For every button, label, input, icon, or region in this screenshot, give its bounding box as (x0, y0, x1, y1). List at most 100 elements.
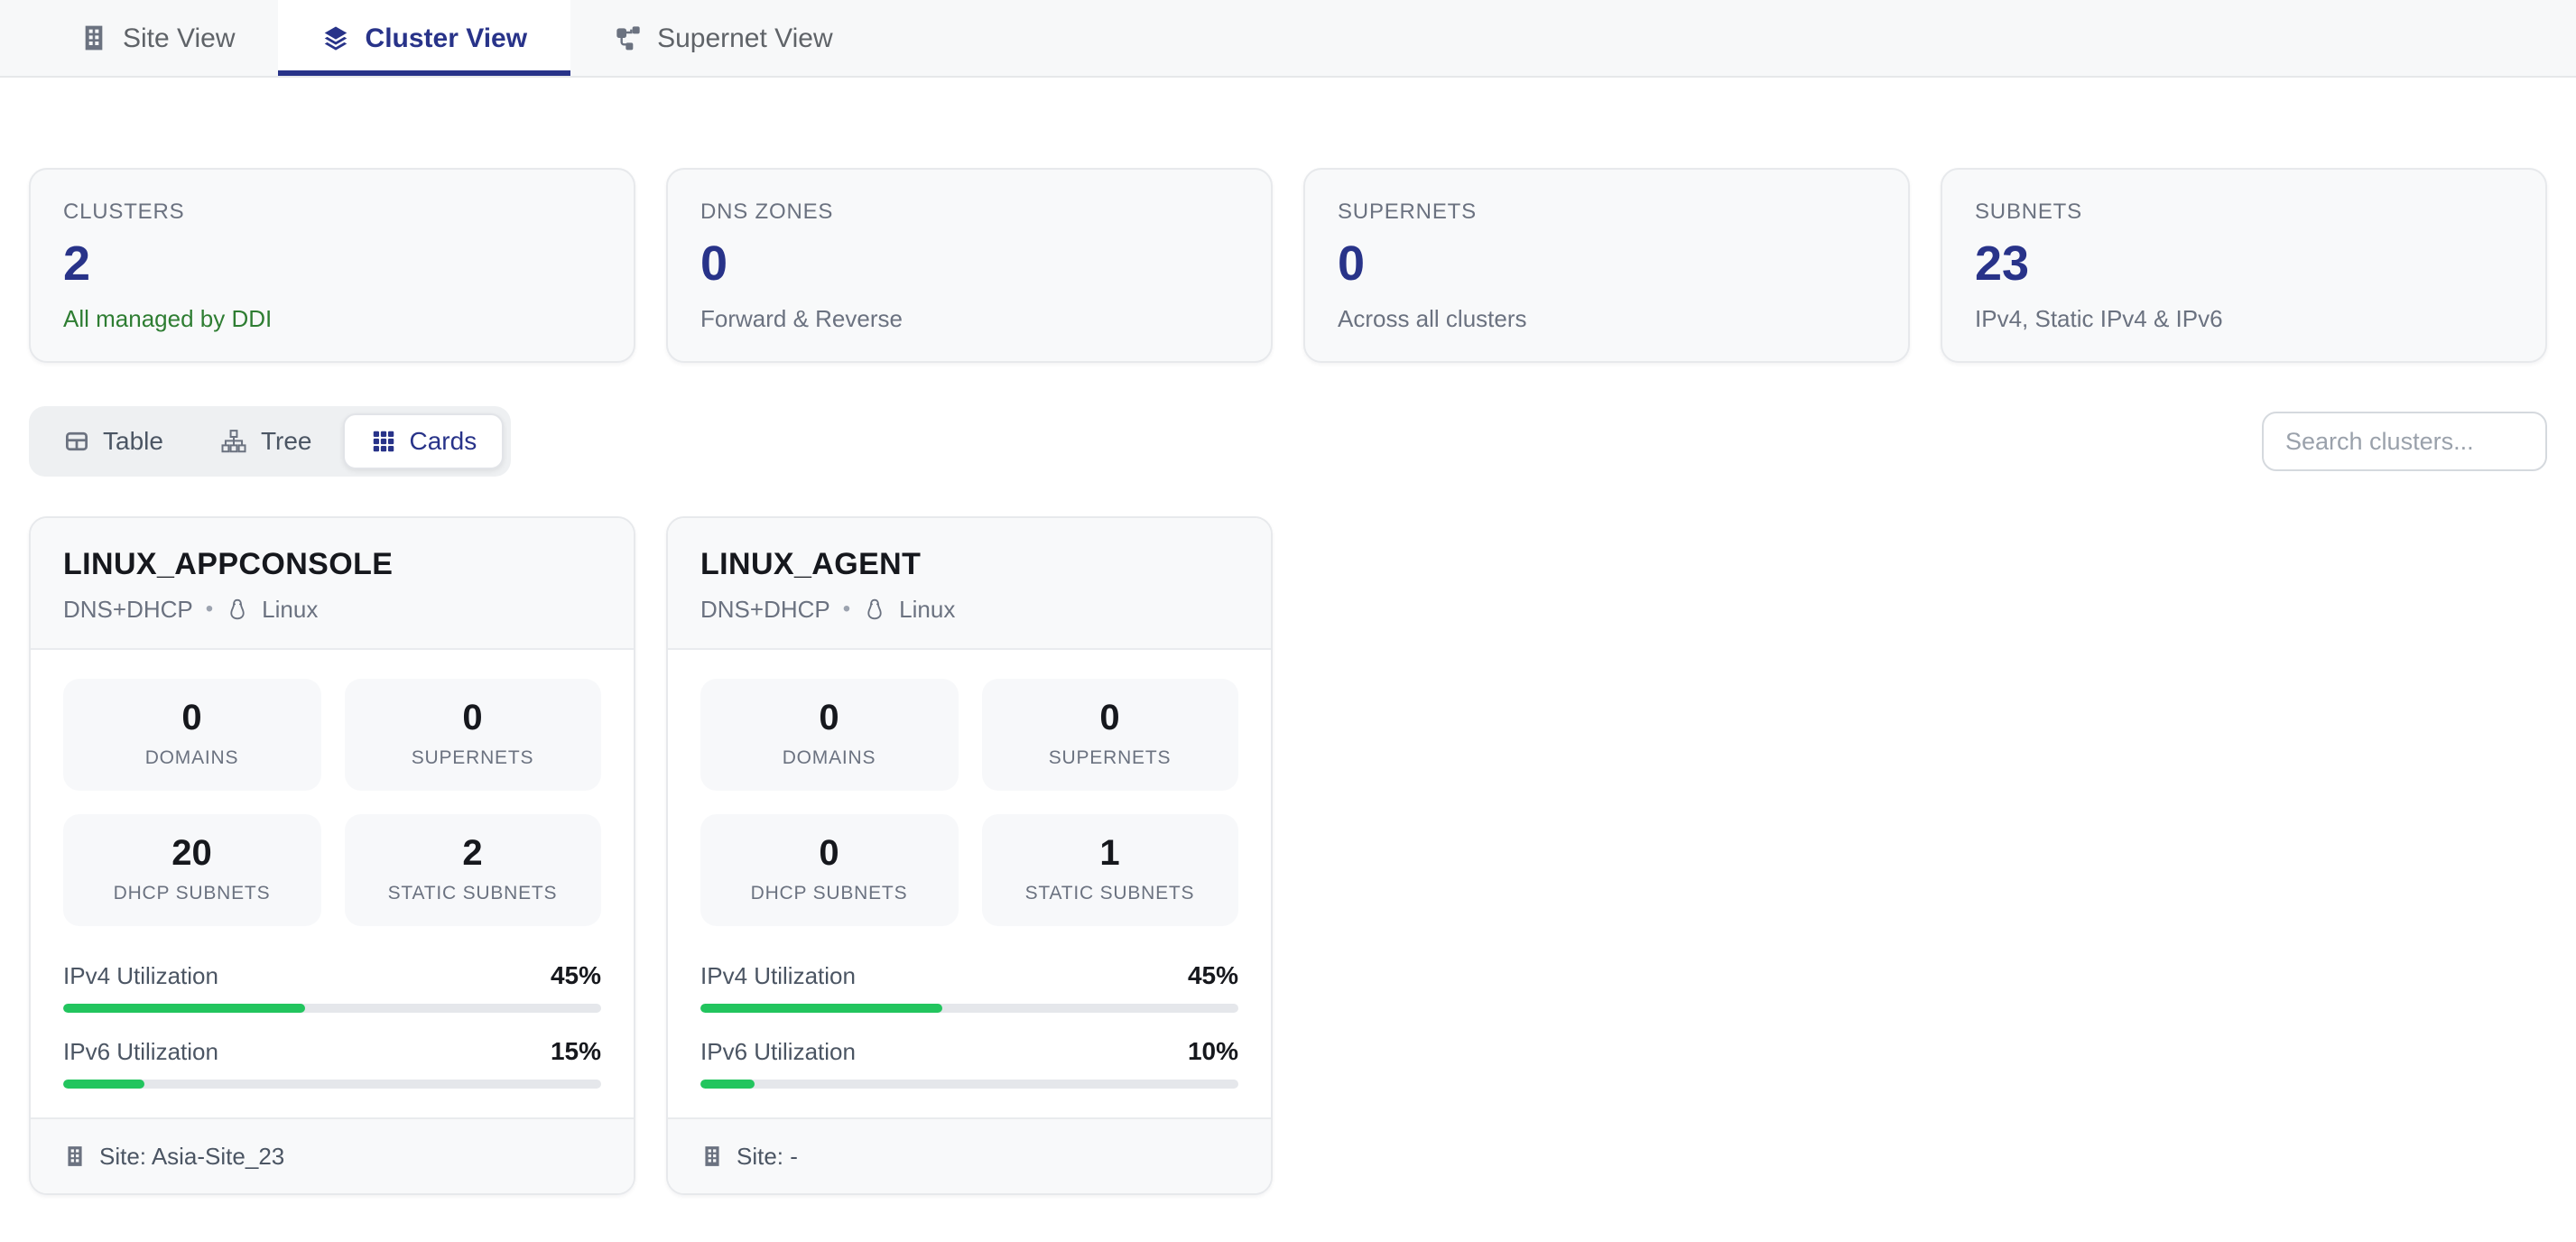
cluster-stats-grid: 0 DOMAINS 0 SUPERNETS 0 DHCP SUBNETS 1 (700, 678, 1238, 926)
view-mode-toggle: Table Tree (29, 406, 512, 477)
stat-label: DHCP SUBNETS (750, 882, 908, 904)
tab-cluster-view[interactable]: Cluster View (278, 0, 571, 76)
summary-card-subtext: All managed by DDI (63, 305, 273, 332)
network-icon (614, 23, 643, 52)
layers-icon (322, 23, 351, 52)
progress-track (63, 1003, 601, 1013)
view-tabbar: Site View Cluster View Supe (0, 0, 2576, 78)
tree-icon (221, 428, 248, 455)
progress-track (700, 1003, 1238, 1013)
controls-row: Table Tree (29, 406, 2547, 477)
progress-track (700, 1079, 1238, 1089)
stat-label: SUPERNETS (1048, 746, 1172, 769)
stat-label: DOMAINS (144, 746, 239, 769)
tab-label: Site View (123, 23, 236, 53)
stat-value: 0 (819, 698, 839, 738)
stat-value: 1 (1099, 833, 1120, 874)
stat-box-supernets: 0 SUPERNETS (981, 678, 1238, 791)
utilization-section: IPv4 Utilization 45% IPv6 Utilization 15… (63, 960, 601, 1089)
cluster-card-linux-appconsole[interactable]: LINUX_APPCONSOLE DNS+DHCP • Linux (29, 515, 635, 1195)
tab-supernet-view[interactable]: Supernet View (570, 0, 876, 76)
stat-value: 0 (1099, 698, 1120, 738)
stat-label: SUPERNETS (411, 746, 534, 769)
summary-card-label: SUPERNETS (1338, 199, 1477, 224)
utilization-label: IPv4 Utilization (700, 961, 856, 989)
table-icon (63, 428, 90, 455)
cluster-name: LINUX_APPCONSOLE (63, 546, 394, 581)
summary-card-clusters: CLUSTERS 2 All managed by DDI (29, 168, 635, 363)
progress-fill (63, 1003, 306, 1013)
building-icon (700, 1145, 724, 1168)
cluster-card-footer: Site: Asia-Site_23 (31, 1117, 634, 1193)
dot-separator: • (205, 596, 214, 622)
cluster-meta: DNS+DHCP • Linux (63, 596, 601, 623)
building-icon (63, 1145, 87, 1168)
summary-card-value: 0 (1338, 236, 1366, 291)
dot-separator: • (842, 596, 851, 622)
utilization-ipv4: IPv4 Utilization 45% (700, 960, 1238, 1013)
stat-box-supernets: 0 SUPERNETS (344, 678, 601, 791)
summary-card-label: DNS ZONES (700, 199, 834, 224)
progress-fill (700, 1003, 943, 1013)
stat-value: 0 (462, 698, 483, 738)
summary-card-subnets: SUBNETS 23 IPv4, Static IPv4 & IPv6 (1941, 168, 2547, 363)
view-mode-label: Cards (409, 426, 477, 455)
cluster-card-linux-agent[interactable]: LINUX_AGENT DNS+DHCP • Linux (666, 515, 1273, 1195)
summary-card-value: 2 (63, 236, 91, 291)
view-mode-table-button[interactable]: Table (36, 413, 190, 469)
summary-card-subtext: IPv4, Static IPv4 & IPv6 (1975, 305, 2223, 332)
penguin-icon (863, 598, 886, 621)
stat-value: 20 (171, 833, 212, 874)
cluster-card-header: LINUX_APPCONSOLE DNS+DHCP • Linux (31, 517, 634, 648)
utilization-value: 45% (550, 959, 601, 989)
utilization-value: 10% (1187, 1035, 1238, 1065)
cluster-meta: DNS+DHCP • Linux (700, 596, 1238, 623)
utilization-section: IPv4 Utilization 45% IPv6 Utilization 10… (700, 960, 1238, 1089)
search-input[interactable] (2262, 411, 2547, 471)
cluster-card-body: 0 DOMAINS 0 SUPERNETS 0 DHCP SUBNETS 1 (668, 647, 1271, 1117)
tab-site-view[interactable]: Site View (36, 0, 279, 76)
building-icon (79, 23, 108, 52)
stat-label: DOMAINS (782, 746, 876, 769)
utilization-label: IPv6 Utilization (63, 1037, 218, 1065)
cluster-cards-row: LINUX_APPCONSOLE DNS+DHCP • Linux (29, 515, 2547, 1195)
stat-value: 0 (819, 833, 839, 874)
cluster-card-header: LINUX_AGENT DNS+DHCP • Linux (668, 517, 1271, 648)
stat-label: DHCP SUBNETS (113, 882, 271, 904)
summary-card-dns-zones: DNS ZONES 0 Forward & Reverse (666, 168, 1273, 363)
view-mode-label: Table (103, 426, 163, 455)
cluster-os: Linux (262, 595, 319, 623)
summary-card-subtext: Across all clusters (1338, 305, 1527, 332)
utilization-value: 15% (550, 1035, 601, 1065)
view-mode-cards-button[interactable]: Cards (342, 413, 505, 469)
view-mode-tree-button[interactable]: Tree (194, 413, 339, 469)
summary-card-subtext: Forward & Reverse (700, 305, 903, 332)
utilization-ipv6: IPv6 Utilization 15% (63, 1036, 601, 1089)
stat-value: 0 (181, 698, 202, 738)
cluster-os: Linux (899, 595, 956, 623)
progress-track (63, 1079, 601, 1089)
cluster-stats-grid: 0 DOMAINS 0 SUPERNETS 20 DHCP SUBNETS (63, 678, 601, 926)
cluster-card-footer: Site: - (668, 1117, 1271, 1193)
summary-card-label: CLUSTERS (63, 199, 185, 224)
stat-box-dhcp-subnets: 0 DHCP SUBNETS (700, 813, 958, 926)
summary-card-supernets: SUPERNETS 0 Across all clusters (1303, 168, 1910, 363)
stat-value: 2 (462, 833, 483, 874)
summary-cards-row: CLUSTERS 2 All managed by DDI DNS ZONES … (29, 168, 2547, 363)
stat-box-static-subnets: 1 STATIC SUBNETS (981, 813, 1238, 926)
summary-card-label: SUBNETS (1975, 199, 2082, 224)
utilization-value: 45% (1187, 959, 1238, 989)
cluster-name: LINUX_AGENT (700, 546, 922, 581)
cluster-site: Site: - (737, 1142, 798, 1170)
tab-label: Cluster View (365, 23, 528, 53)
cluster-services: DNS+DHCP (700, 595, 830, 623)
utilization-label: IPv6 Utilization (700, 1037, 856, 1065)
progress-fill (63, 1079, 144, 1089)
main-content: CLUSTERS 2 All managed by DDI DNS ZONES … (0, 168, 2576, 1195)
stat-box-dhcp-subnets: 20 DHCP SUBNETS (63, 813, 320, 926)
progress-fill (700, 1079, 755, 1089)
cluster-card-body: 0 DOMAINS 0 SUPERNETS 20 DHCP SUBNETS (31, 647, 634, 1117)
grid-icon (370, 428, 397, 455)
stat-box-domains: 0 DOMAINS (700, 678, 958, 791)
